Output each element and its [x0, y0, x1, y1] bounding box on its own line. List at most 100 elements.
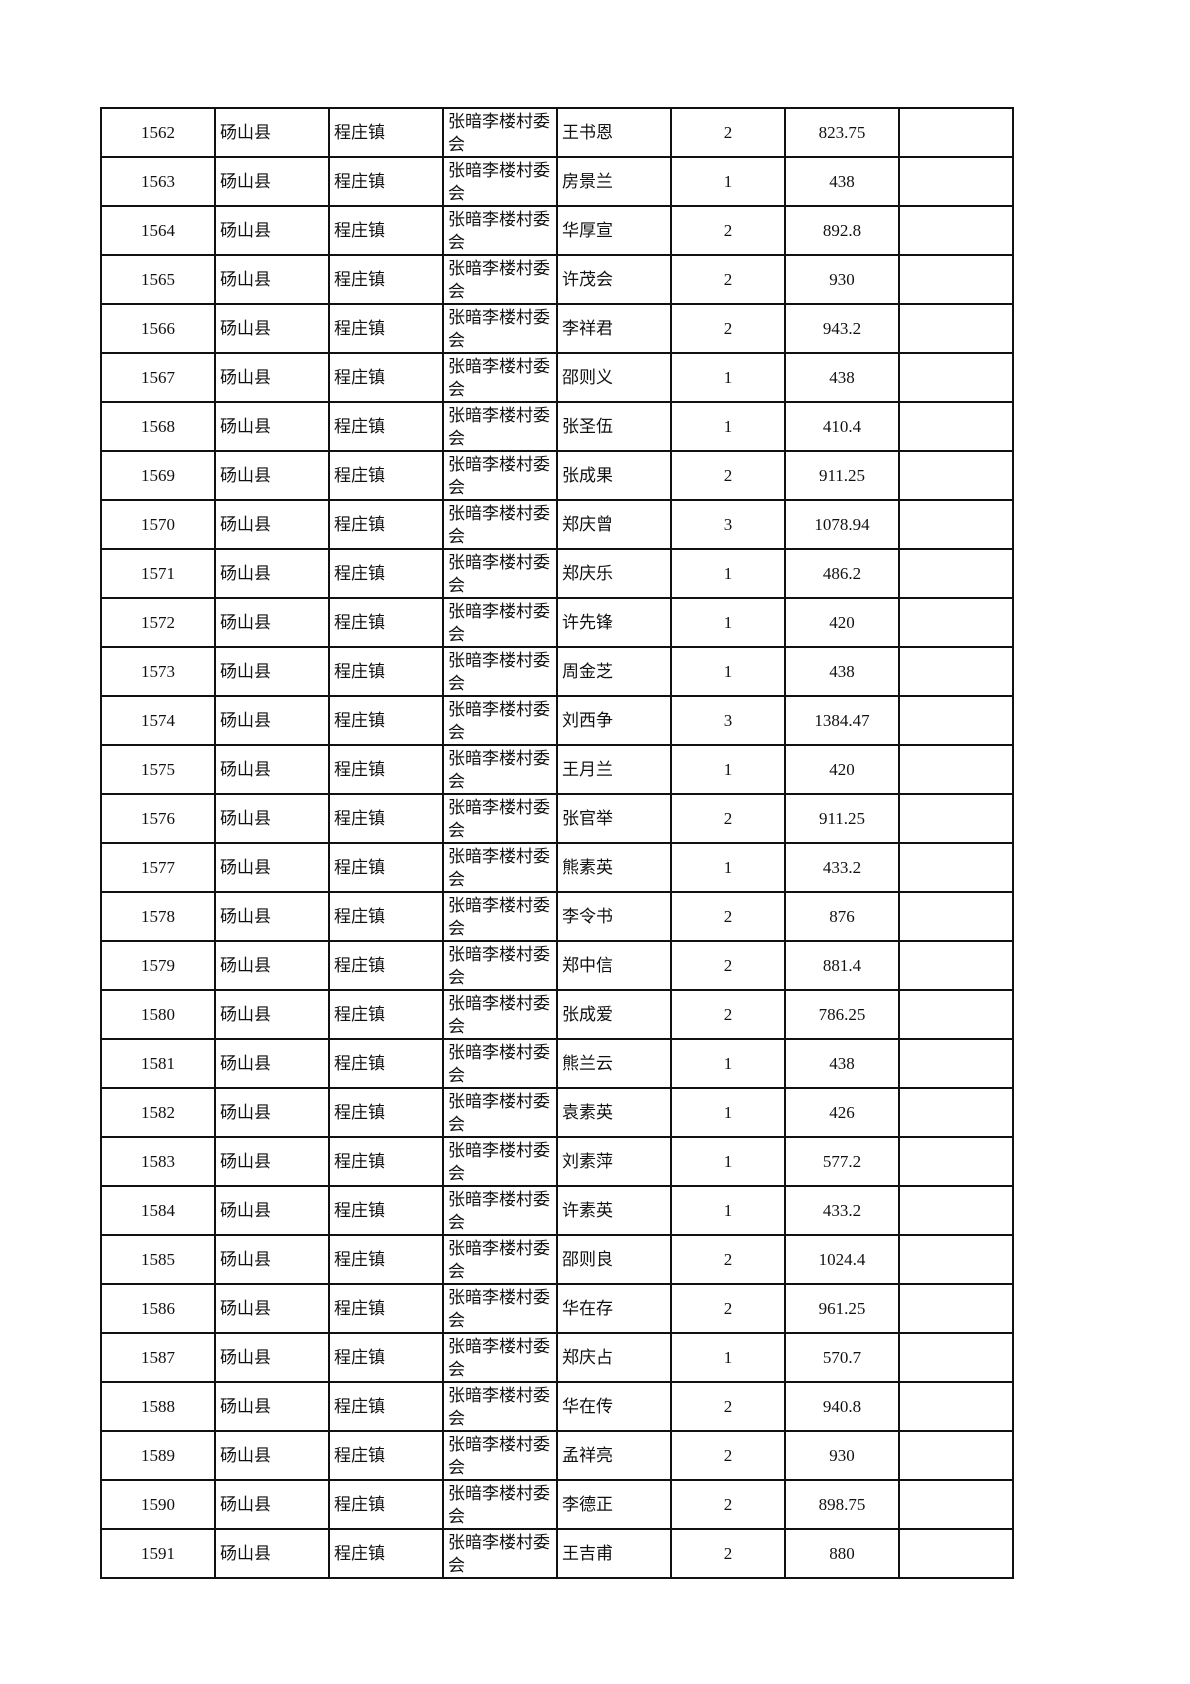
cell-county: 砀山县: [214, 646, 330, 697]
cell-note: [898, 548, 1014, 599]
cell-county: 砀山县: [214, 107, 330, 158]
cell-town: 程庄镇: [328, 1381, 444, 1432]
cell-village: 张暗李楼村委会: [442, 1038, 558, 1089]
cell-number: 1588: [100, 1381, 216, 1432]
cell-county: 砀山县: [214, 352, 330, 403]
cell-number: 1581: [100, 1038, 216, 1089]
cell-note: [898, 107, 1014, 158]
table-row: 1585 砀山县 程庄镇 张暗李楼村委会 邵则良 2 1024.4: [100, 1234, 1014, 1285]
table-row: 1568 砀山县 程庄镇 张暗李楼村委会 张圣伍 1 410.4: [100, 401, 1014, 452]
table-row: 1584 砀山县 程庄镇 张暗李楼村委会 许素英 1 433.2: [100, 1185, 1014, 1236]
cell-note: [898, 1479, 1014, 1530]
cell-town: 程庄镇: [328, 205, 444, 256]
cell-number: 1564: [100, 205, 216, 256]
cell-number: 1576: [100, 793, 216, 844]
cell-count: 2: [670, 1479, 786, 1530]
cell-village: 张暗李楼村委会: [442, 352, 558, 403]
cell-name: 张成果: [556, 450, 672, 501]
cell-town: 程庄镇: [328, 646, 444, 697]
cell-name: 华厚宣: [556, 205, 672, 256]
cell-note: [898, 352, 1014, 403]
cell-village: 张暗李楼村委会: [442, 891, 558, 942]
table-body: 1562 砀山县 程庄镇 张暗李楼村委会 王书恩 2 823.75 1563 砀山县 程庄镇 张暗李…: [100, 107, 1014, 1579]
cell-number: 1586: [100, 1283, 216, 1334]
cell-town: 程庄镇: [328, 254, 444, 305]
cell-town: 程庄镇: [328, 1087, 444, 1138]
cell-county: 砀山县: [214, 940, 330, 991]
cell-note: [898, 1283, 1014, 1334]
cell-county: 砀山县: [214, 1136, 330, 1187]
cell-county: 砀山县: [214, 695, 330, 746]
table-row: 1576 砀山县 程庄镇 张暗李楼村委会 张官举 2 911.25: [100, 793, 1014, 844]
cell-county: 砀山县: [214, 1430, 330, 1481]
cell-number: 1568: [100, 401, 216, 452]
cell-count: 2: [670, 1430, 786, 1481]
cell-village: 张暗李楼村委会: [442, 1136, 558, 1187]
cell-number: 1565: [100, 254, 216, 305]
cell-county: 砀山县: [214, 499, 330, 550]
cell-number: 1570: [100, 499, 216, 550]
cell-count: 1: [670, 1136, 786, 1187]
cell-village: 张暗李楼村委会: [442, 695, 558, 746]
cell-note: [898, 940, 1014, 991]
cell-town: 程庄镇: [328, 1332, 444, 1383]
cell-number: 1585: [100, 1234, 216, 1285]
cell-count: 1: [670, 352, 786, 403]
cell-county: 砀山县: [214, 1283, 330, 1334]
cell-count: 2: [670, 940, 786, 991]
cell-village: 张暗李楼村委会: [442, 1332, 558, 1383]
cell-town: 程庄镇: [328, 1038, 444, 1089]
cell-county: 砀山县: [214, 1038, 330, 1089]
cell-number: 1579: [100, 940, 216, 991]
cell-count: 1: [670, 1332, 786, 1383]
cell-number: 1572: [100, 597, 216, 648]
cell-village: 张暗李楼村委会: [442, 744, 558, 795]
cell-note: [898, 842, 1014, 893]
cell-village: 张暗李楼村委会: [442, 303, 558, 354]
cell-name: 郑庆曾: [556, 499, 672, 550]
cell-town: 程庄镇: [328, 156, 444, 207]
cell-county: 砀山县: [214, 548, 330, 599]
table-row: 1570 砀山县 程庄镇 张暗李楼村委会 郑庆曾 3 1078.94: [100, 499, 1014, 550]
cell-amount: 577.2: [784, 1136, 900, 1187]
table-row: 1589 砀山县 程庄镇 张暗李楼村委会 孟祥亮 2 930: [100, 1430, 1014, 1481]
table-row: 1569 砀山县 程庄镇 张暗李楼村委会 张成果 2 911.25: [100, 450, 1014, 501]
cell-village: 张暗李楼村委会: [442, 548, 558, 599]
cell-note: [898, 1185, 1014, 1236]
cell-county: 砀山县: [214, 1332, 330, 1383]
cell-village: 张暗李楼村委会: [442, 842, 558, 893]
cell-count: 2: [670, 205, 786, 256]
cell-number: 1578: [100, 891, 216, 942]
cell-name: 刘西争: [556, 695, 672, 746]
cell-note: [898, 793, 1014, 844]
cell-town: 程庄镇: [328, 1234, 444, 1285]
cell-count: 3: [670, 499, 786, 550]
table-row: 1578 砀山县 程庄镇 张暗李楼村委会 李令书 2 876: [100, 891, 1014, 942]
cell-count: 2: [670, 254, 786, 305]
cell-count: 2: [670, 303, 786, 354]
cell-village: 张暗李楼村委会: [442, 1479, 558, 1530]
cell-name: 张圣伍: [556, 401, 672, 452]
cell-count: 2: [670, 450, 786, 501]
cell-amount: 420: [784, 597, 900, 648]
cell-amount: 1078.94: [784, 499, 900, 550]
cell-number: 1587: [100, 1332, 216, 1383]
cell-village: 张暗李楼村委会: [442, 1528, 558, 1579]
cell-note: [898, 597, 1014, 648]
cell-village: 张暗李楼村委会: [442, 1234, 558, 1285]
cell-name: 袁素英: [556, 1087, 672, 1138]
data-table: 1562 砀山县 程庄镇 张暗李楼村委会 王书恩 2 823.75 1563 砀山县 程庄镇 张暗李…: [100, 107, 1014, 1579]
cell-amount: 930: [784, 1430, 900, 1481]
cell-amount: 911.25: [784, 793, 900, 844]
cell-county: 砀山县: [214, 450, 330, 501]
cell-number: 1589: [100, 1430, 216, 1481]
cell-name: 华在传: [556, 1381, 672, 1432]
cell-number: 1584: [100, 1185, 216, 1236]
cell-name: 李德正: [556, 1479, 672, 1530]
cell-village: 张暗李楼村委会: [442, 989, 558, 1040]
cell-town: 程庄镇: [328, 989, 444, 1040]
cell-note: [898, 744, 1014, 795]
cell-count: 1: [670, 401, 786, 452]
cell-amount: 943.2: [784, 303, 900, 354]
cell-amount: 426: [784, 1087, 900, 1138]
